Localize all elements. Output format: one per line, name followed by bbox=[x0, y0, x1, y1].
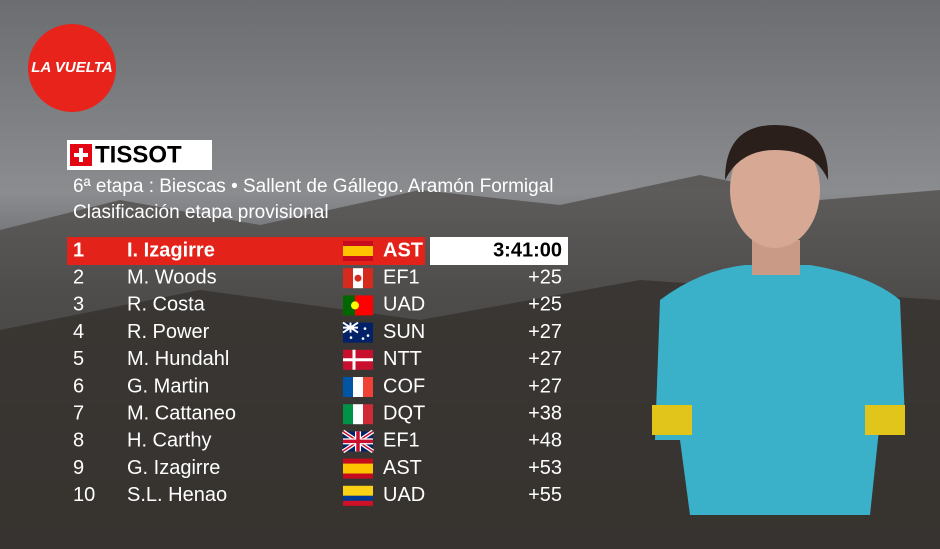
rider-name: M. Woods bbox=[127, 266, 217, 288]
rider-name: R. Power bbox=[127, 321, 210, 343]
flag-part bbox=[343, 431, 373, 452]
rider-name: G. Martin bbox=[127, 375, 209, 397]
flag bbox=[343, 268, 373, 289]
result-row: 4 R. Power SUN +27 bbox=[73, 321, 562, 343]
rider-name: I. Izagirre bbox=[127, 239, 215, 261]
rank: 7 bbox=[73, 402, 84, 424]
flag-part bbox=[363, 327, 367, 330]
sponsor-text: TISSOT bbox=[95, 141, 182, 168]
time-gap: +27 bbox=[528, 375, 562, 397]
time-gap: +27 bbox=[528, 348, 562, 370]
flag-part bbox=[361, 337, 365, 340]
flag-part bbox=[363, 268, 373, 289]
rider-name: R. Costa bbox=[127, 294, 206, 316]
rank: 9 bbox=[73, 457, 84, 479]
rider-name: M. Cattaneo bbox=[127, 402, 236, 424]
team-code: COF bbox=[383, 375, 425, 397]
flag-part bbox=[342, 321, 359, 334]
time-gap: +38 bbox=[528, 402, 562, 424]
result-row: 2 M. Woods EF1 +25 bbox=[73, 266, 562, 288]
rank: 10 bbox=[73, 484, 95, 506]
rider-name: M. Hundahl bbox=[127, 348, 229, 370]
team-code: EF1 bbox=[383, 430, 420, 452]
time-gap: +27 bbox=[528, 321, 562, 343]
result-row: 9 G. Izagirre AST +53 bbox=[73, 457, 562, 479]
rider bbox=[652, 125, 905, 515]
team-code: UAD bbox=[383, 484, 425, 506]
flag-part bbox=[351, 301, 359, 310]
flag-part bbox=[353, 377, 363, 397]
flag bbox=[343, 377, 373, 397]
flag-part bbox=[366, 334, 370, 337]
rank: 8 bbox=[73, 430, 84, 452]
flag-part bbox=[349, 336, 353, 339]
flag-part bbox=[354, 274, 362, 282]
flag bbox=[343, 458, 373, 479]
flag-part bbox=[363, 377, 373, 397]
result-row: 10 S.L. Henao UAD +55 bbox=[73, 484, 562, 506]
stage-title: 6ª etapa : Biescas • Sallent de Gállego.… bbox=[73, 176, 554, 197]
team-code: AST bbox=[383, 239, 423, 261]
flag-part bbox=[343, 404, 353, 425]
flag bbox=[343, 295, 373, 316]
flag-part bbox=[353, 404, 363, 425]
classification-title: Clasificación etapa provisional bbox=[73, 202, 329, 223]
logo-circle bbox=[28, 24, 116, 112]
team-code: EF1 bbox=[383, 266, 420, 288]
time-gap: +25 bbox=[528, 266, 562, 288]
result-row: 7 M. Cattaneo DQT +38 bbox=[73, 402, 562, 424]
team-code: SUN bbox=[383, 321, 425, 343]
team-code: UAD bbox=[383, 294, 425, 316]
results-table: 1 I. Izagirre AST 3:41:00 2 M. Woods EF1 +25 3 R.… bbox=[67, 237, 568, 506]
flag-part bbox=[343, 463, 373, 474]
rank: 4 bbox=[73, 321, 84, 343]
flag-part bbox=[343, 495, 373, 501]
result-row: 1 I. Izagirre AST 3:41:00 bbox=[67, 237, 568, 265]
rank: 2 bbox=[73, 266, 84, 288]
flag-part bbox=[343, 268, 353, 289]
flag-part bbox=[343, 458, 373, 464]
time-gap: +55 bbox=[528, 484, 562, 506]
rider-name: G. Izagirre bbox=[127, 457, 220, 479]
rank: 6 bbox=[73, 375, 84, 397]
flag bbox=[343, 349, 373, 370]
flag bbox=[342, 321, 373, 343]
rider-name: S.L. Henao bbox=[127, 484, 227, 506]
flag bbox=[343, 404, 373, 425]
result-row: 6 G. Martin COF +27 bbox=[73, 375, 562, 397]
flag-part bbox=[343, 295, 355, 316]
time-gap: +25 bbox=[528, 294, 562, 316]
flag-part bbox=[343, 256, 373, 261]
rank: 5 bbox=[73, 348, 84, 370]
flag-part bbox=[343, 377, 353, 397]
sponsor-cross bbox=[74, 148, 88, 162]
result-row: 8 H. Carthy EF1 +48 bbox=[73, 429, 562, 454]
rank: 1 bbox=[73, 239, 84, 261]
result-row: 3 R. Costa UAD +25 bbox=[73, 294, 562, 316]
time-gap: +53 bbox=[528, 457, 562, 479]
time-gap: +48 bbox=[528, 430, 562, 452]
team-code: DQT bbox=[383, 402, 425, 424]
flag-part bbox=[363, 404, 373, 425]
flag-part bbox=[343, 485, 373, 496]
flag bbox=[341, 429, 375, 454]
flag-part bbox=[343, 500, 373, 506]
team-code: NTT bbox=[383, 348, 422, 370]
time-gap: 3:41:00 bbox=[493, 239, 562, 261]
rider-name: H. Carthy bbox=[127, 430, 211, 452]
team-code: AST bbox=[383, 457, 422, 479]
flag-part bbox=[343, 241, 373, 246]
flag-part bbox=[343, 349, 373, 370]
result-row: 5 M. Hundahl NTT +27 bbox=[73, 348, 562, 370]
flag bbox=[343, 241, 373, 261]
flag-part bbox=[343, 246, 373, 256]
logo-text: LA VUELTA bbox=[31, 59, 112, 76]
rank: 3 bbox=[73, 294, 84, 316]
flag-part bbox=[343, 473, 373, 479]
leader-time-box bbox=[430, 237, 568, 265]
flag bbox=[343, 485, 373, 506]
